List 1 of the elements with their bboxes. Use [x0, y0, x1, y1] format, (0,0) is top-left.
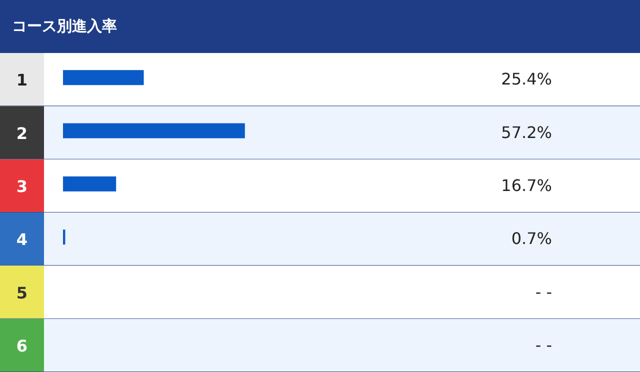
title: コース別進入率 — [12, 17, 117, 35]
